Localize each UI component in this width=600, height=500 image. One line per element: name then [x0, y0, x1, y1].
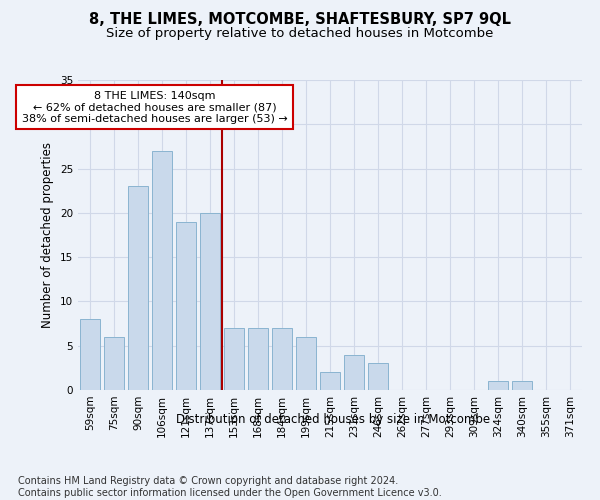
Y-axis label: Number of detached properties: Number of detached properties	[41, 142, 55, 328]
Bar	[176, 222, 196, 390]
Text: 8 THE LIMES: 140sqm
← 62% of detached houses are smaller (87)
38% of semi-detach: 8 THE LIMES: 140sqm ← 62% of detached ho…	[22, 90, 287, 124]
Bar	[272, 328, 292, 390]
Text: Contains HM Land Registry data © Crown copyright and database right 2024.
Contai: Contains HM Land Registry data © Crown c…	[18, 476, 442, 498]
Bar	[80, 319, 100, 390]
Bar	[128, 186, 148, 390]
Bar	[152, 151, 172, 390]
Bar	[248, 328, 268, 390]
Bar	[320, 372, 340, 390]
Text: 8, THE LIMES, MOTCOMBE, SHAFTESBURY, SP7 9QL: 8, THE LIMES, MOTCOMBE, SHAFTESBURY, SP7…	[89, 12, 511, 28]
Text: Size of property relative to detached houses in Motcombe: Size of property relative to detached ho…	[106, 28, 494, 40]
Text: Distribution of detached houses by size in Motcombe: Distribution of detached houses by size …	[176, 412, 490, 426]
Bar	[200, 213, 220, 390]
Bar	[488, 381, 508, 390]
Bar	[512, 381, 532, 390]
Bar	[296, 337, 316, 390]
Bar	[368, 364, 388, 390]
Bar	[344, 354, 364, 390]
Bar	[104, 337, 124, 390]
Bar	[224, 328, 244, 390]
